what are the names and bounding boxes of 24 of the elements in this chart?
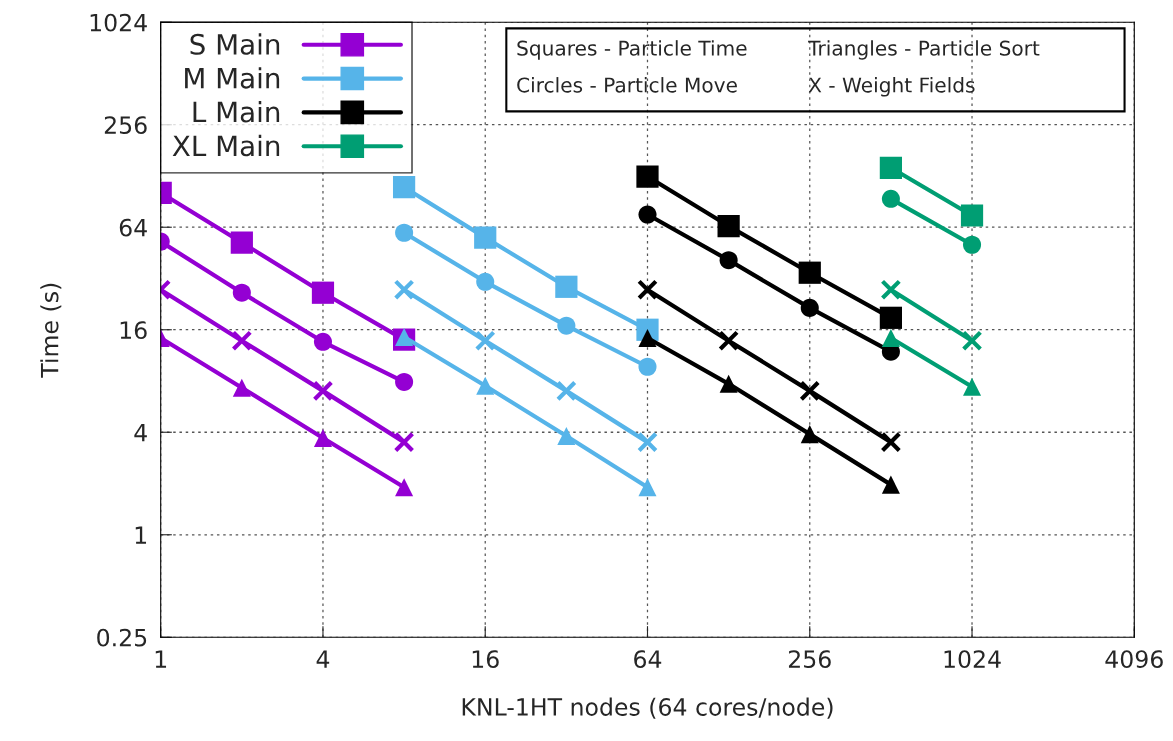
legend-label: L Main (193, 101, 280, 123)
x-tick-label: 1024 (944, 650, 1001, 669)
x-tick-label: 16 (472, 650, 499, 669)
y-tick-label: 16 (120, 321, 147, 340)
y-tick-label: 256 (104, 116, 147, 135)
x-tick-label: 4 (316, 650, 330, 668)
x-tick-label: 64 (634, 650, 662, 669)
annotation: X - Weight Fields (808, 77, 975, 97)
annotation: Squares - Particle Time (517, 40, 747, 60)
legend-label: M Main (185, 67, 280, 89)
y-tick-label: 64 (119, 218, 147, 237)
y-tick-label: 1 (135, 526, 147, 544)
legend-label: S Main (190, 33, 280, 55)
x-tick-label: 1 (155, 650, 167, 668)
y-tick-label: 0.25 (97, 628, 147, 647)
x-tick-label: 256 (788, 650, 831, 669)
legend-label: XL Main (172, 134, 280, 157)
y-tick-label: 1024 (90, 13, 147, 32)
y-tick-label: 4 (134, 424, 147, 442)
annotation: Triangles - Particle Sort (808, 40, 1040, 60)
x-axis-title: KNL-1HT nodes (64 cores/node) (462, 697, 833, 719)
x-tick-label: 4096 (1105, 650, 1163, 669)
y-axis-title: Time (s) (40, 283, 62, 378)
annotation: Circles - Particle Move (517, 77, 737, 93)
